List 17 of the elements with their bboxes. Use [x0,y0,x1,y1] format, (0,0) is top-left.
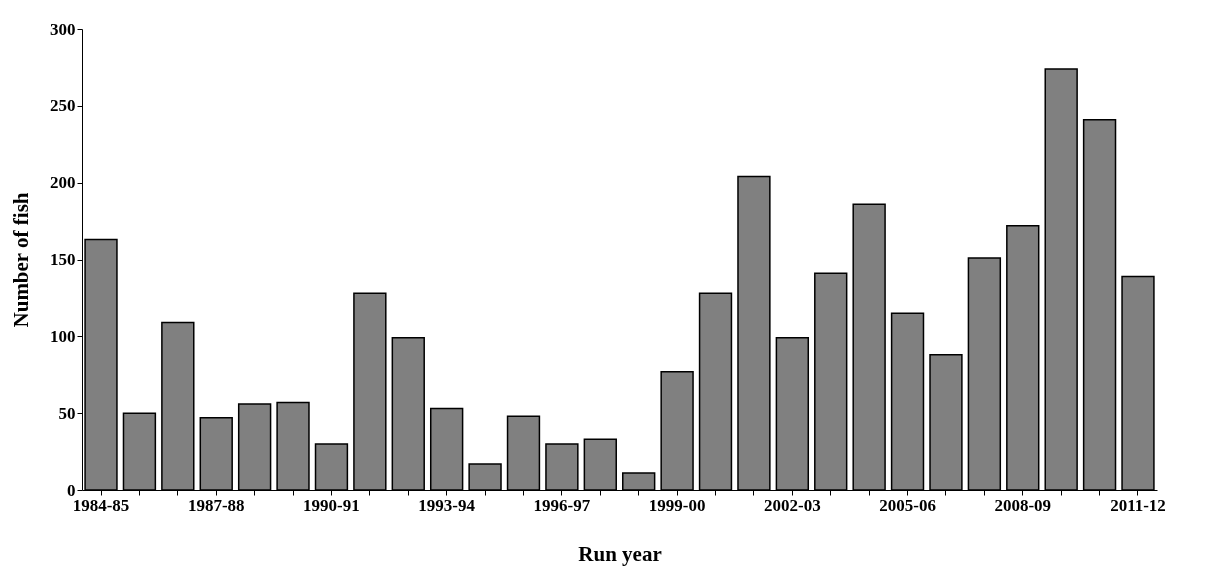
y-tick-label: 250 [50,96,76,116]
y-tick-label: 300 [50,19,76,39]
x-tick-label: 2005-06 [879,495,936,515]
x-tick-label: 1999-00 [648,495,706,515]
y-tick-label: 100 [50,326,76,346]
x-tick-label: 2011-12 [1110,495,1166,515]
x-tick-label: 1993-94 [418,495,476,515]
x-tick-label: 1987-88 [187,495,245,515]
y-tick-label: 200 [50,173,76,193]
y-tick-label: 150 [50,250,76,269]
x-tick-label: 2002-03 [763,495,821,515]
x-tick-label: 1990-91 [303,495,360,515]
x-tick-label: 2008-09 [994,495,1052,515]
x-axis-title: Run year [578,541,662,566]
y-tick-label: 50 [58,403,76,423]
y-axis-title: Number of fish [9,192,33,328]
x-tick-label: 1996-97 [533,495,591,515]
